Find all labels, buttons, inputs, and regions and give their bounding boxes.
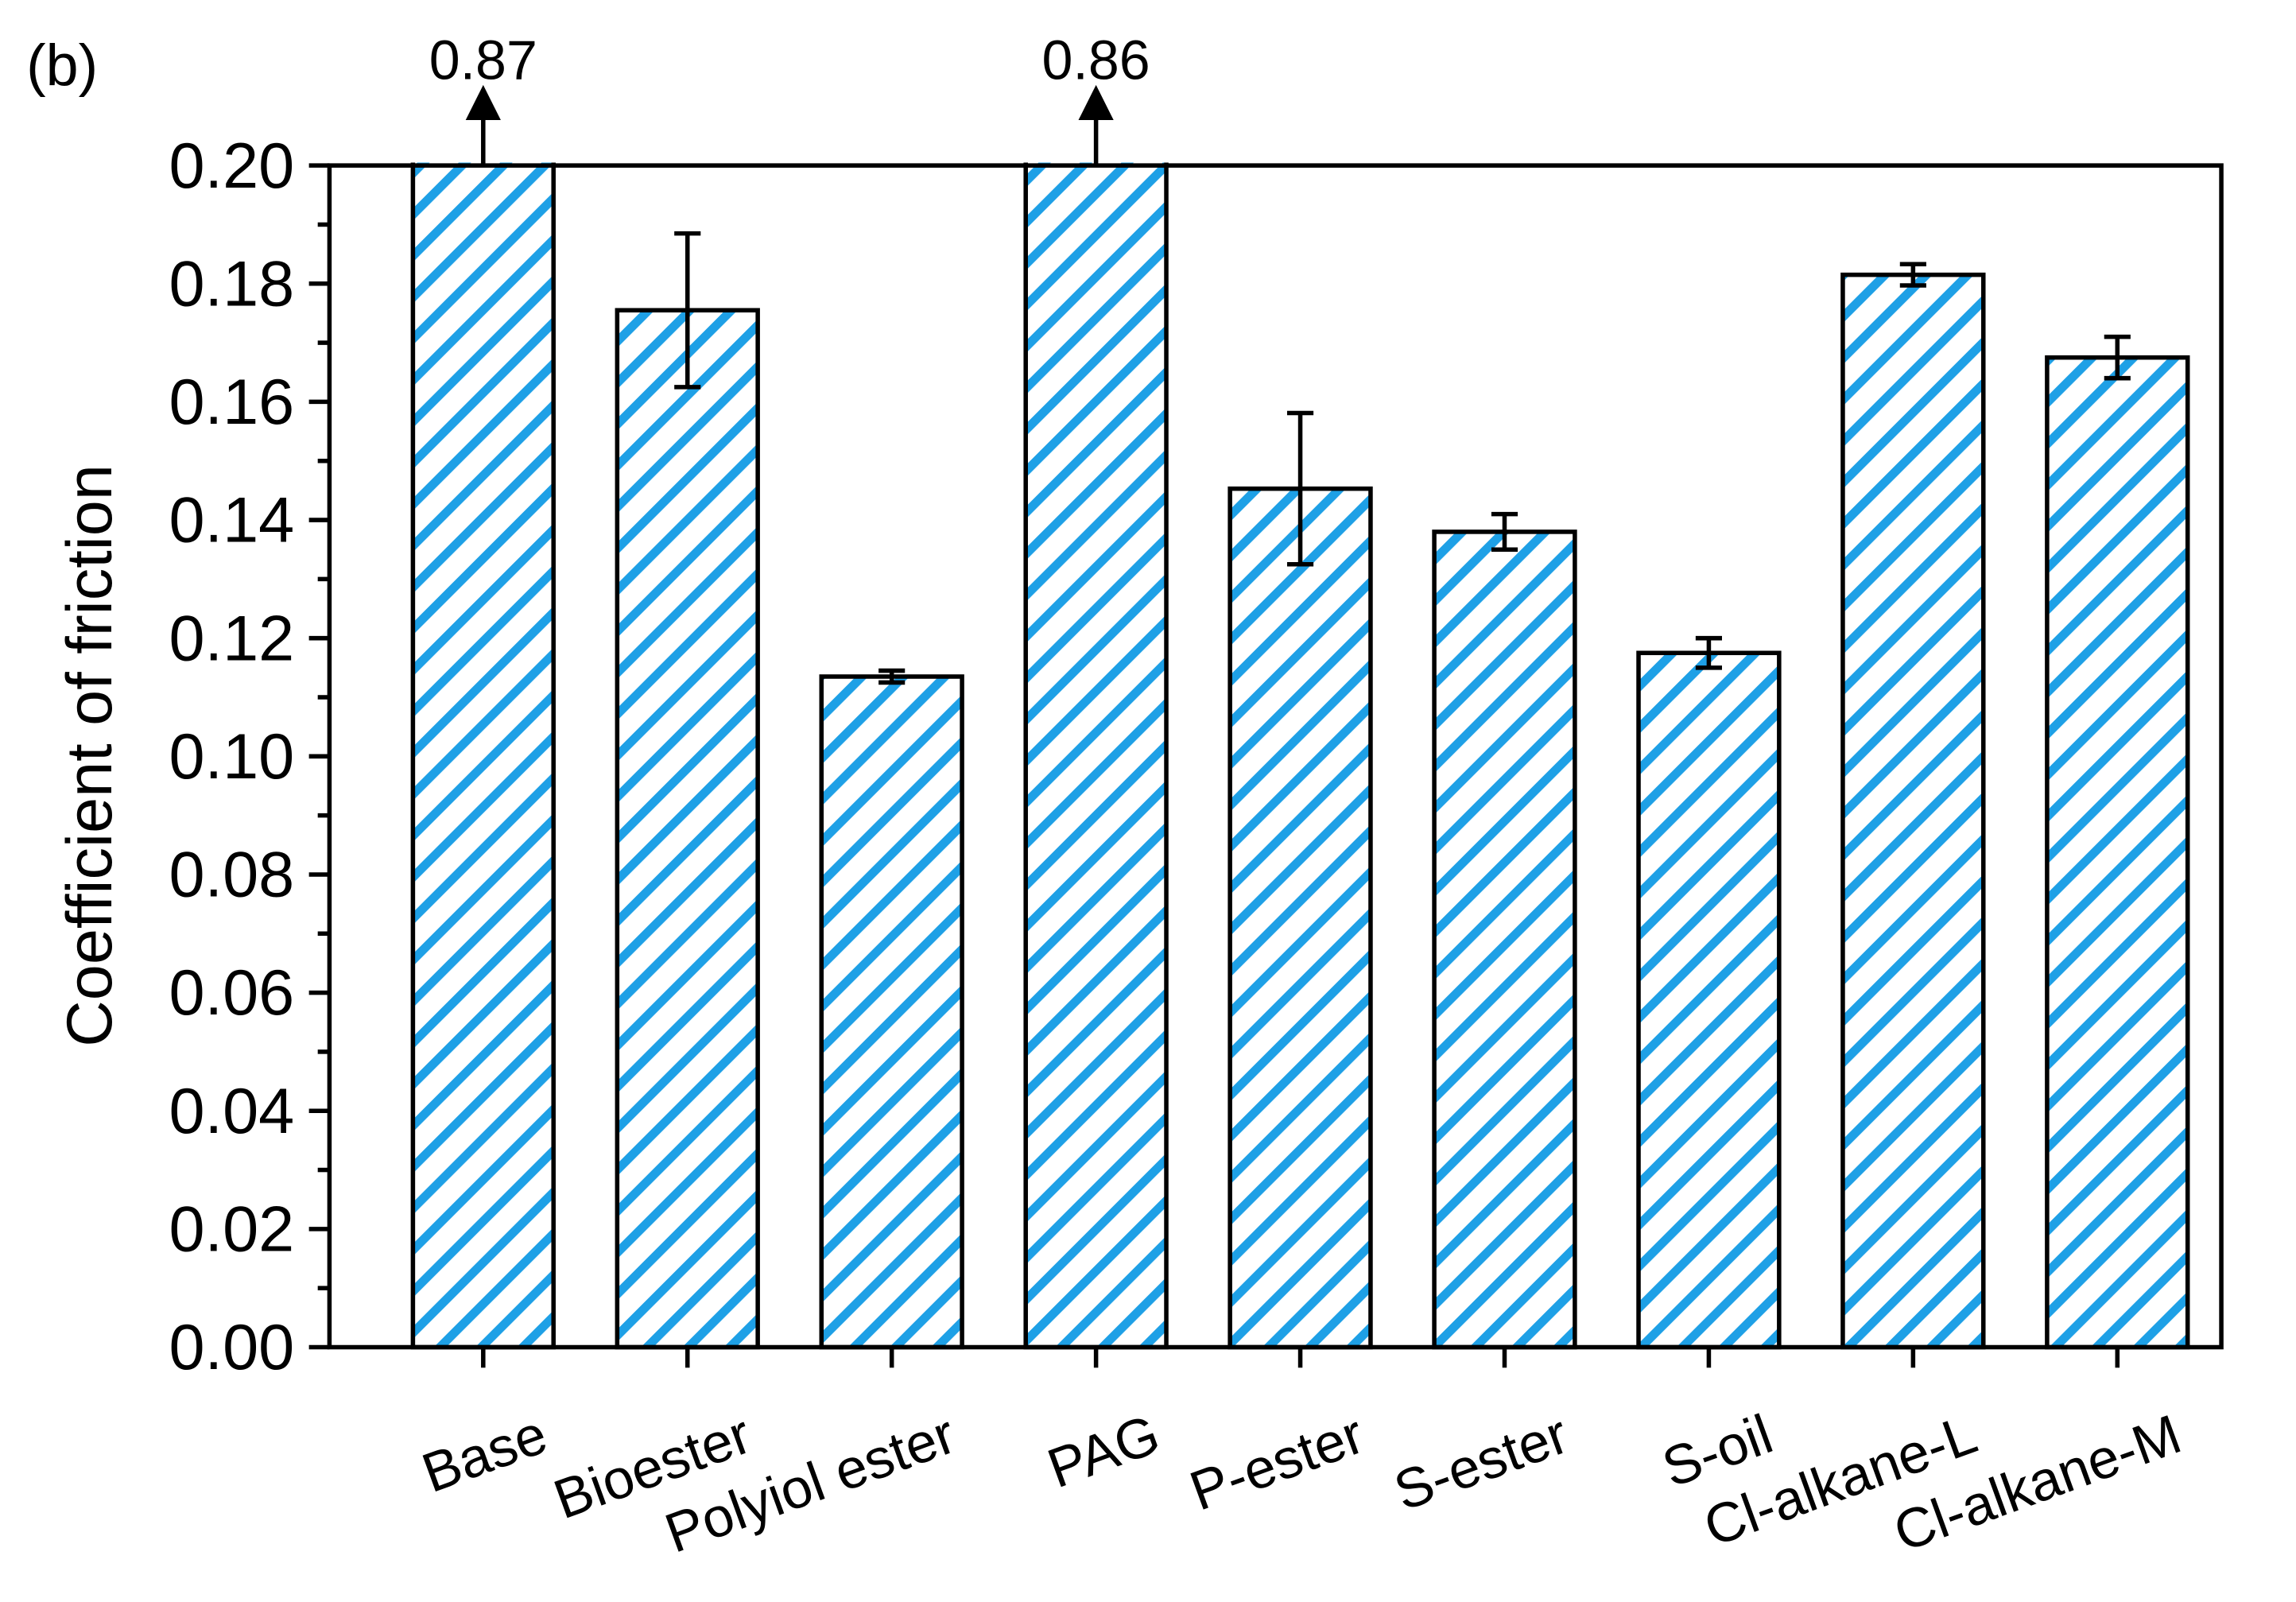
y-tick-label: 0.06 [169, 957, 294, 1029]
error-bar [1899, 262, 1926, 288]
bar [819, 674, 964, 1350]
bar [1840, 272, 1986, 1350]
x-tick-label: PAG [1040, 1402, 1168, 1499]
y-tick-label: 0.14 [169, 485, 294, 557]
y-tick-label: 0.02 [169, 1193, 294, 1265]
error-bar [1491, 511, 1518, 552]
y-tick-label: 0.12 [169, 603, 294, 674]
bar [615, 308, 760, 1350]
bar [1636, 650, 1782, 1350]
error-bar [878, 668, 906, 685]
panel-label: (b) [26, 32, 98, 98]
error-bar [674, 231, 701, 390]
y-tick-label: 0.08 [169, 840, 294, 911]
y-axis-label: Coefficient of friction [54, 464, 126, 1047]
value-label: 0.87 [429, 29, 537, 91]
overflow-arrow-head [1078, 84, 1114, 121]
bar [410, 162, 556, 1350]
y-tick-label: 0.04 [169, 1076, 294, 1147]
bar [2045, 355, 2190, 1350]
y-tick-label: 0.00 [169, 1312, 294, 1383]
bar [1432, 529, 1577, 1350]
bar [1228, 486, 1373, 1350]
error-bar [2104, 334, 2131, 381]
value-label: 0.86 [1042, 29, 1150, 91]
error-bar [1286, 410, 1314, 567]
y-tick-label: 0.10 [169, 721, 294, 793]
x-tick-label: S-ester [1387, 1402, 1577, 1522]
overflow-arrow-head [465, 84, 501, 121]
y-tick-label: 0.18 [169, 248, 294, 320]
bar [1023, 162, 1169, 1350]
x-tick-label: P-ester [1182, 1402, 1372, 1522]
x-tick-label: Base [414, 1402, 555, 1504]
y-tick-label: 0.20 [169, 130, 294, 202]
y-tick-label: 0.16 [169, 367, 294, 438]
error-bar [1695, 635, 1722, 670]
